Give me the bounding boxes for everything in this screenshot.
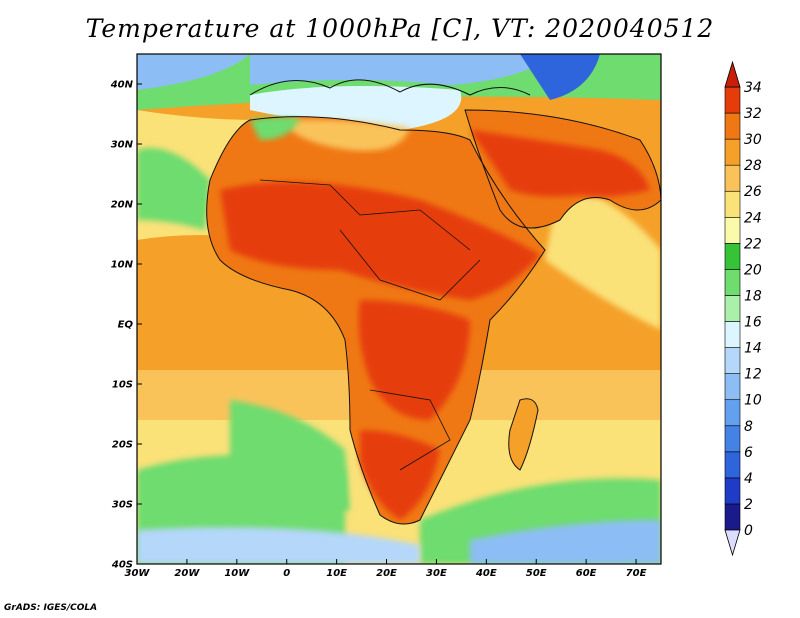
colorbar-bin <box>724 503 741 531</box>
border-sahara <box>259 179 471 251</box>
lon-tick-label: 70E <box>626 568 647 579</box>
colorbar-label: 8 <box>744 419 753 435</box>
colorbar-label: 14 <box>744 341 762 357</box>
colorbar-bin <box>724 477 741 505</box>
colorbar-bin <box>724 425 741 453</box>
lon-tick-label: 50E <box>526 568 547 579</box>
colorbar-label: 0 <box>744 523 753 539</box>
map-field <box>137 54 661 564</box>
lon-tick-label: 10E <box>326 568 347 579</box>
colorbar-bin <box>724 295 741 322</box>
border-central <box>339 229 481 301</box>
colorbar-bin <box>724 190 741 218</box>
arabia-coastline <box>464 109 661 229</box>
atlas-green <box>250 116 300 140</box>
lon-tick-label: 30E <box>426 568 447 579</box>
west-coast-green <box>137 148 210 230</box>
lat-tick-label: 20S <box>112 440 133 451</box>
colorbar-label: 18 <box>744 288 762 304</box>
colorbar-under-arrow <box>724 529 741 557</box>
colorbar-bin <box>724 373 741 401</box>
colorbar-label: 24 <box>744 210 762 226</box>
colorbar-bin <box>724 321 741 348</box>
colorbar-bin <box>724 216 741 244</box>
border-south <box>369 389 451 471</box>
colorbar-bin <box>724 451 741 479</box>
map-frame <box>136 53 662 565</box>
ocean-south-cool <box>137 527 420 564</box>
lat-tick-label: 20N <box>111 200 134 211</box>
lon-tick-label: 10W <box>224 568 250 579</box>
colorbar-label: 22 <box>744 236 762 252</box>
northeast-blue <box>520 54 600 100</box>
colorbar-label: 6 <box>744 445 753 461</box>
lat-tick-label: EQ <box>118 320 134 331</box>
namibia-coast-green <box>230 400 350 512</box>
lon-tick-label: 30W <box>125 568 151 579</box>
lon-tick-label: 20E <box>376 568 397 579</box>
africa-coastline <box>206 116 546 525</box>
chart-title: Temperature at 1000hPa [C], VT: 20200405… <box>85 14 715 43</box>
coastlines <box>206 79 661 525</box>
sahara-north-cool <box>290 119 410 151</box>
sahel-hot-core <box>220 182 540 300</box>
colorbar-label: 20 <box>744 262 762 278</box>
colorbar-label: 26 <box>744 184 762 200</box>
congo-hot-core <box>358 300 470 420</box>
lon-tick-label: 40E <box>475 568 497 579</box>
colorbar-label: 10 <box>744 393 762 409</box>
colorbar-bin <box>724 347 741 374</box>
ocean-northwest-cool <box>137 54 250 90</box>
lon-tick-label: 60E <box>576 568 597 579</box>
colorbar-label: 32 <box>744 106 762 122</box>
arabian-sea-pale <box>545 180 661 330</box>
arabia-hot-core <box>470 130 650 197</box>
southern-hot-core <box>360 430 440 520</box>
colorbar-label: 16 <box>744 315 762 331</box>
colorbar-label: 30 <box>744 132 762 148</box>
colorbar-bin <box>724 112 741 140</box>
colorbar-label: 2 <box>744 497 753 513</box>
latitude-axis: 40N 30N 20N 10N EQ 10S 20S 30S 40S <box>110 80 142 571</box>
credit-text: GrADS: IGES/COLA <box>4 603 98 613</box>
lat-tick-label: 30N <box>111 140 134 151</box>
europe-cool <box>250 54 560 85</box>
colorbar-label: 34 <box>744 80 762 96</box>
lon-tick-label: 20W <box>174 568 200 579</box>
colorbar-bin <box>724 164 741 192</box>
colorbar-bin <box>724 243 741 270</box>
ocean-south-cool-east <box>470 520 661 564</box>
colorbar-label: 4 <box>744 471 753 487</box>
europe-coastline <box>249 79 531 96</box>
lat-tick-label: 30S <box>112 500 133 511</box>
madagascar-coastline <box>508 398 539 471</box>
colorbar-bin <box>724 86 741 114</box>
lat-tick-label: 40S <box>111 560 133 571</box>
lat-tick-label: 10S <box>112 380 133 391</box>
colorbar-label: 28 <box>744 158 762 174</box>
longitude-axis: 30W 20W 10W 0 10E 20E 30E 40E 50E 60E 70E <box>125 559 647 579</box>
lon-tick-label: 0 <box>283 568 290 579</box>
colorbar-bin <box>724 399 741 427</box>
madagascar-land <box>508 398 538 470</box>
lat-tick-label: 10N <box>111 260 134 271</box>
colorbar-over-arrow <box>724 60 741 88</box>
colorbar-label: 12 <box>744 367 762 383</box>
colorbar-bin <box>724 269 741 296</box>
lat-tick-label: 40N <box>110 80 134 91</box>
colorbar-bin <box>724 138 741 166</box>
